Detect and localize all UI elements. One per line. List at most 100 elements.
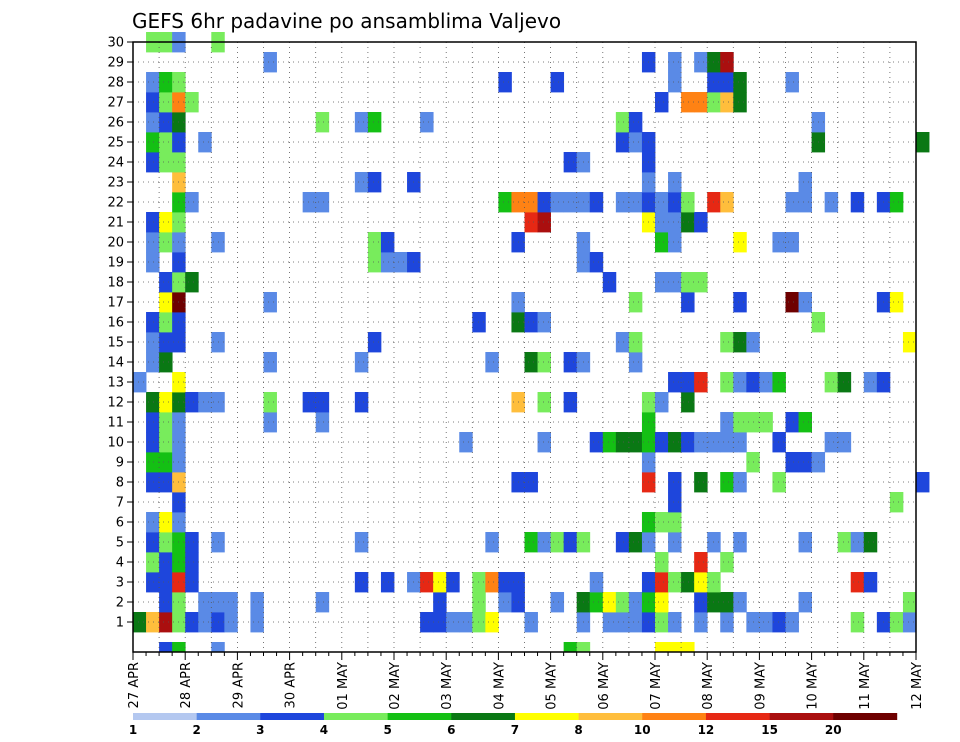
y-tick-label: 23 [107, 176, 124, 191]
heatmap-cell [380, 252, 395, 273]
colorbar: 1 2 3 4 5 6 7 8 10 12 15 20 [129, 713, 898, 737]
heatmap-cell [146, 612, 160, 633]
heatmap-cell [668, 192, 682, 213]
heatmap-cell [785, 72, 799, 93]
heatmap-cell [433, 572, 447, 593]
heatmap-cell [733, 412, 747, 433]
heatmap-cell [628, 112, 643, 133]
heatmap-cell [498, 72, 512, 93]
heatmap-cell [628, 192, 643, 213]
heatmap-cell [772, 432, 786, 453]
y-tick-label: 7 [116, 496, 124, 511]
heatmap-cell [537, 432, 551, 453]
colorbar-swatch [387, 713, 452, 720]
heatmap-cell [172, 642, 186, 652]
heatmap-cell [889, 612, 904, 633]
heatmap-cell [146, 132, 160, 153]
colorbar-swatch [133, 713, 197, 720]
x-tick-label: 06 MAY [597, 662, 612, 710]
colorbar-label: 8 [574, 723, 582, 737]
heatmap-cell [302, 392, 317, 413]
heatmap-cell [146, 552, 160, 573]
x-tick-label: 01 MAY [336, 662, 351, 710]
heatmap-cell [720, 552, 734, 573]
heatmap-cell [550, 192, 565, 213]
y-axis: 1234567891011121314151617181920212223242… [107, 36, 133, 631]
heatmap-cell [589, 432, 604, 453]
heatmap-cell [589, 192, 604, 213]
heatmap-cell [563, 392, 578, 413]
heatmap-cell [628, 332, 643, 353]
colorbar-label: 1 [129, 723, 137, 737]
heatmap-cell [315, 412, 330, 433]
heatmap-cell [720, 332, 734, 353]
heatmap-cell [655, 192, 669, 213]
heatmap-cell [589, 592, 604, 613]
heatmap-cell [472, 612, 486, 633]
y-tick-label: 22 [107, 196, 124, 211]
heatmap-cell [263, 412, 277, 433]
heatmap-cell [159, 312, 173, 333]
heatmap-cell [798, 192, 812, 213]
heatmap-cell [367, 252, 382, 273]
heatmap-cell [563, 532, 578, 553]
heatmap-cell [655, 512, 669, 533]
colorbar-label: 7 [511, 723, 519, 737]
x-tick-label: 07 MAY [649, 662, 664, 710]
heatmap-cell [185, 192, 199, 213]
heatmap-cell [615, 332, 630, 353]
heatmap-cell [211, 642, 225, 652]
heatmap-cell [615, 112, 630, 133]
heatmap-cell [146, 452, 160, 473]
heatmap-cell [733, 472, 747, 493]
heatmap-cell [720, 52, 734, 73]
heatmap-cell [459, 432, 473, 453]
heatmap-cell [615, 612, 630, 633]
heatmap-cell [863, 532, 878, 553]
heatmap-cell [485, 612, 499, 633]
heatmap-cell [902, 332, 917, 353]
heatmap-cell [694, 592, 708, 613]
heatmap-cell [589, 252, 604, 273]
heatmap-cell [263, 392, 277, 413]
heatmap-cell [472, 592, 486, 613]
heatmap-cell [837, 372, 852, 393]
heatmap-cell [720, 372, 734, 393]
x-tick-label: 29 APR [231, 662, 246, 708]
heatmap-cell [524, 192, 538, 213]
heatmap-cell [733, 432, 747, 453]
heatmap-cell [146, 472, 160, 493]
heatmap-cell [628, 132, 643, 153]
heatmap-cell [524, 612, 538, 633]
heatmap-cell [668, 432, 682, 453]
colorbar-swatch [451, 713, 516, 720]
heatmap-cell [146, 72, 160, 93]
heatmap-cell [824, 372, 839, 393]
heatmap-cell [459, 612, 473, 633]
heatmap-cell [420, 612, 434, 633]
colorbar-label: 12 [698, 723, 715, 737]
heatmap-cell [668, 472, 682, 493]
x-tick-label: 05 MAY [545, 662, 560, 710]
colorbar-label: 20 [825, 723, 842, 737]
heatmap-cell [159, 272, 173, 293]
y-tick-label: 29 [107, 56, 124, 71]
heatmap-cell [772, 372, 786, 393]
heatmap-cell [902, 592, 917, 613]
heatmap-cell [655, 592, 669, 613]
heatmap-cell [159, 332, 173, 353]
heatmap-cell [720, 92, 734, 113]
heatmap-cell [185, 612, 199, 633]
heatmap-cell [550, 72, 565, 93]
x-tick-label: 08 MAY [701, 662, 716, 710]
heatmap-cell [159, 152, 173, 173]
heatmap-cell [628, 352, 643, 373]
heatmap-cell [655, 432, 669, 453]
heatmap-cell [681, 642, 695, 652]
heatmap-cell [720, 72, 734, 93]
x-tick-label: 12 MAY [910, 662, 925, 710]
colorbar-swatch [323, 713, 388, 720]
heatmap-cell [159, 472, 173, 493]
heatmap-cell [720, 432, 734, 453]
heatmap-cell [133, 372, 147, 393]
